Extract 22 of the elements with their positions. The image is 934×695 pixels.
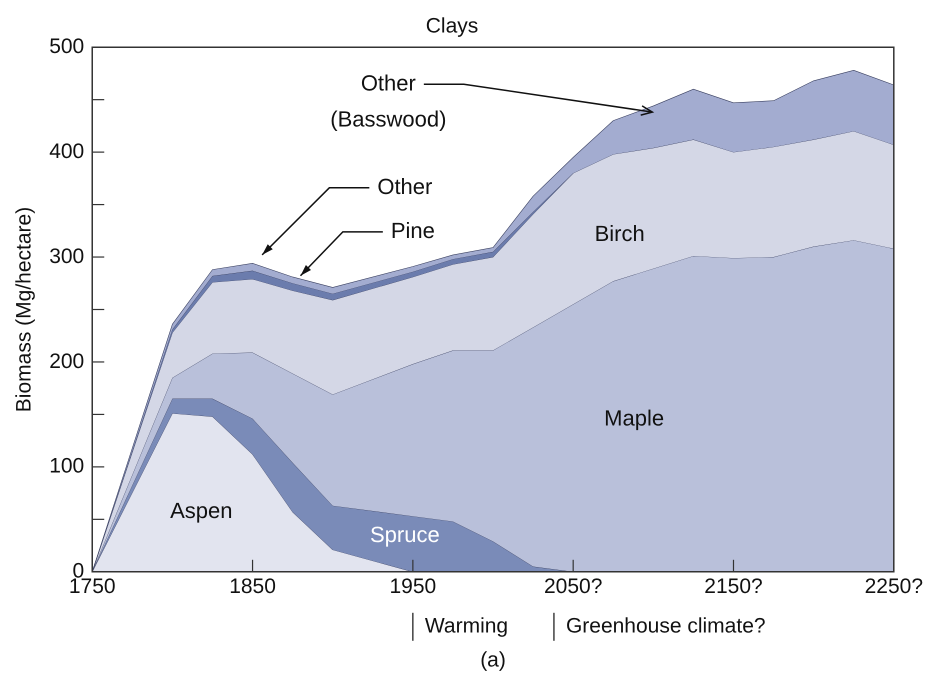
y-tick-label: 200 (49, 350, 84, 373)
series-label: Spruce (370, 522, 440, 548)
y-tick-label: 100 (49, 454, 84, 478)
series-label: Aspen (170, 498, 232, 524)
x-tick-label: 2050? (544, 575, 602, 598)
x-tick-label: 1950 (390, 575, 436, 598)
y-tick-label: 500 (49, 34, 84, 58)
text: Other (377, 174, 432, 199)
series-label: Birch (594, 221, 645, 246)
text: (a) (480, 648, 506, 672)
x-tick-label: 2150? (704, 575, 763, 598)
series-label: Pine (390, 218, 435, 243)
x-tick-label: 2250? (864, 575, 924, 598)
x-tick-label: 1850 (229, 575, 276, 598)
series-label: Maple (604, 406, 664, 431)
y-axis-title: Biomass (Mg/hectare) (12, 206, 36, 412)
y-tick-label: 400 (49, 140, 84, 163)
text: Warming (424, 614, 508, 638)
chart-title: Clays (426, 14, 478, 38)
y-tick-label: 300 (49, 244, 84, 268)
text: Greenhouse climate? (566, 614, 766, 638)
annotation: Other (Basswood) (330, 70, 446, 132)
